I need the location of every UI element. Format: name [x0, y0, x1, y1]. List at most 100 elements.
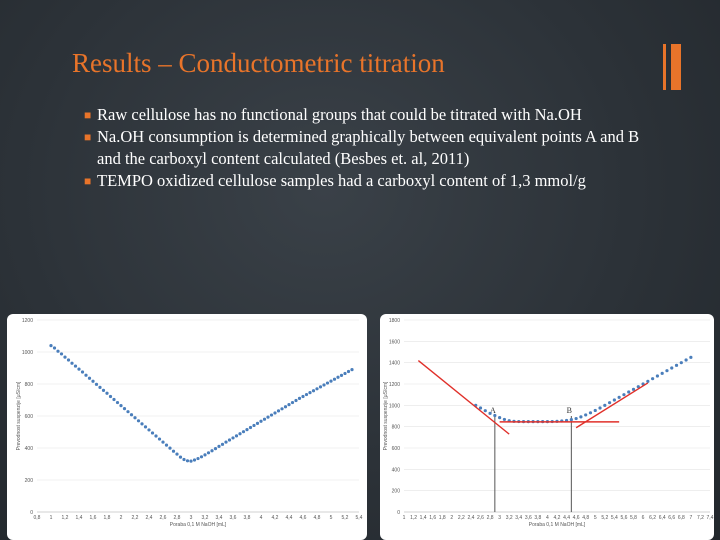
data-point	[182, 457, 186, 462]
accent-bar-thick	[671, 44, 681, 90]
data-point	[154, 434, 158, 438]
x-tick-label: 3,2	[202, 515, 209, 521]
data-point	[56, 349, 60, 353]
x-tick-label: 2,8	[487, 515, 494, 521]
x-tick-label: 3,6	[230, 515, 237, 521]
x-tick-label: 4,2	[554, 515, 561, 521]
data-point	[329, 379, 333, 383]
data-point	[140, 422, 144, 426]
data-point	[574, 416, 578, 421]
y-tick-label: 200	[392, 489, 401, 495]
data-point	[238, 432, 242, 436]
y-tick-label: 1200	[22, 318, 33, 324]
x-tick-label: 4,8	[582, 515, 589, 521]
x-tick-label: 1,2	[62, 515, 69, 521]
y-tick-label: 200	[25, 478, 34, 484]
data-point	[112, 397, 116, 402]
data-point	[627, 390, 631, 394]
data-point	[70, 361, 74, 365]
data-point	[157, 437, 162, 441]
data-point	[199, 455, 204, 459]
y-axis-label: Prevodnost suspenzije [μS/cm]	[383, 381, 389, 450]
data-point	[322, 383, 326, 387]
data-point	[655, 374, 660, 378]
data-point	[273, 411, 277, 415]
data-point	[129, 413, 134, 417]
data-point	[126, 410, 130, 414]
bullet-text: Na.OH consumption is determined graphica…	[97, 127, 640, 168]
x-tick-label: 0,8	[34, 515, 41, 521]
x-tick-label: 3,4	[216, 515, 223, 521]
x-tick-label: 6,8	[678, 515, 685, 521]
data-point	[266, 415, 270, 419]
data-point	[248, 425, 253, 430]
x-tick-label: 2,4	[146, 515, 153, 521]
x-tick-label: 2,2	[132, 515, 139, 521]
y-tick-label: 400	[392, 467, 401, 473]
data-point	[77, 367, 81, 371]
data-point	[189, 459, 193, 463]
y-tick-label: 1000	[389, 403, 400, 409]
x-tick-label: 2,2	[458, 515, 465, 521]
x-tick-label: 6,6	[668, 515, 675, 521]
x-tick-label: 1,8	[439, 515, 446, 521]
x-tick-label: 5,2	[601, 515, 608, 521]
x-tick-label: 4	[546, 515, 549, 521]
data-point	[84, 373, 88, 377]
data-point	[196, 456, 200, 461]
y-tick-label: 0	[30, 510, 33, 516]
data-point	[206, 451, 211, 455]
accent-bar-thin	[663, 44, 666, 90]
x-tick-label: 1,4	[76, 515, 83, 521]
data-point	[631, 387, 636, 391]
data-point	[579, 415, 583, 419]
x-tick-label: 7	[689, 515, 692, 521]
data-point	[483, 409, 487, 413]
bullet-item: ■ TEMPO oxidized cellulose samples had a …	[84, 170, 644, 192]
conductivity-chart-raw: 0 200 400 600 800 1000 1200 0,8 1 1,2 1,4 1,6 1,8 2 2,…	[7, 314, 367, 540]
x-tick-label: 4,6	[573, 515, 580, 521]
data-point	[287, 403, 291, 407]
y-tick-label: 1200	[389, 382, 400, 388]
data-point	[217, 444, 221, 448]
x-tick-label: 2	[120, 515, 123, 521]
data-point	[603, 403, 607, 407]
x-tick-label: 5,6	[620, 515, 627, 521]
x-tick-label: 6	[642, 515, 645, 521]
data-point	[210, 449, 214, 453]
square-bullet-icon: ■	[84, 108, 92, 122]
data-point	[168, 446, 172, 450]
x-tick-label: 2,6	[477, 515, 484, 521]
x-tick-label: 1,4	[420, 515, 427, 521]
x-tick-label: 5,4	[611, 515, 618, 521]
data-point	[164, 443, 169, 447]
data-point	[175, 452, 179, 456]
x-tick-label: 1,6	[429, 515, 436, 521]
data-point	[304, 392, 309, 397]
y-tick-label: 1000	[22, 350, 33, 356]
data-point	[297, 396, 302, 400]
data-point	[241, 430, 246, 434]
data-point	[336, 375, 340, 379]
data-point	[73, 364, 78, 368]
data-point	[488, 411, 492, 415]
data-point	[346, 369, 351, 374]
x-tick-label: 4,2	[272, 515, 279, 521]
data-point	[108, 394, 113, 399]
y-tick-label: 1400	[389, 361, 400, 367]
data-point	[105, 391, 109, 395]
x-tick-label: 2,8	[174, 515, 181, 521]
fit-line	[417, 359, 510, 435]
x-axis-label: Poraba 0,1 M NaOH [mL]	[170, 522, 227, 528]
data-point	[185, 459, 190, 463]
data-point	[308, 391, 312, 395]
data-point	[262, 417, 267, 421]
data-point	[101, 388, 106, 392]
data-point	[502, 417, 507, 422]
data-point	[80, 370, 85, 374]
chart-1-svg: 0 200 400 600 800 1000 1200 0,8 1 1,2 1,4 1,6 1,8 2 2,…	[16, 318, 363, 528]
bullet-text: Raw cellulose has no functional groups t…	[97, 105, 582, 124]
y-tick-label: 1800	[389, 318, 400, 324]
data-point	[234, 434, 239, 438]
x-tick-label: 1	[50, 515, 53, 521]
